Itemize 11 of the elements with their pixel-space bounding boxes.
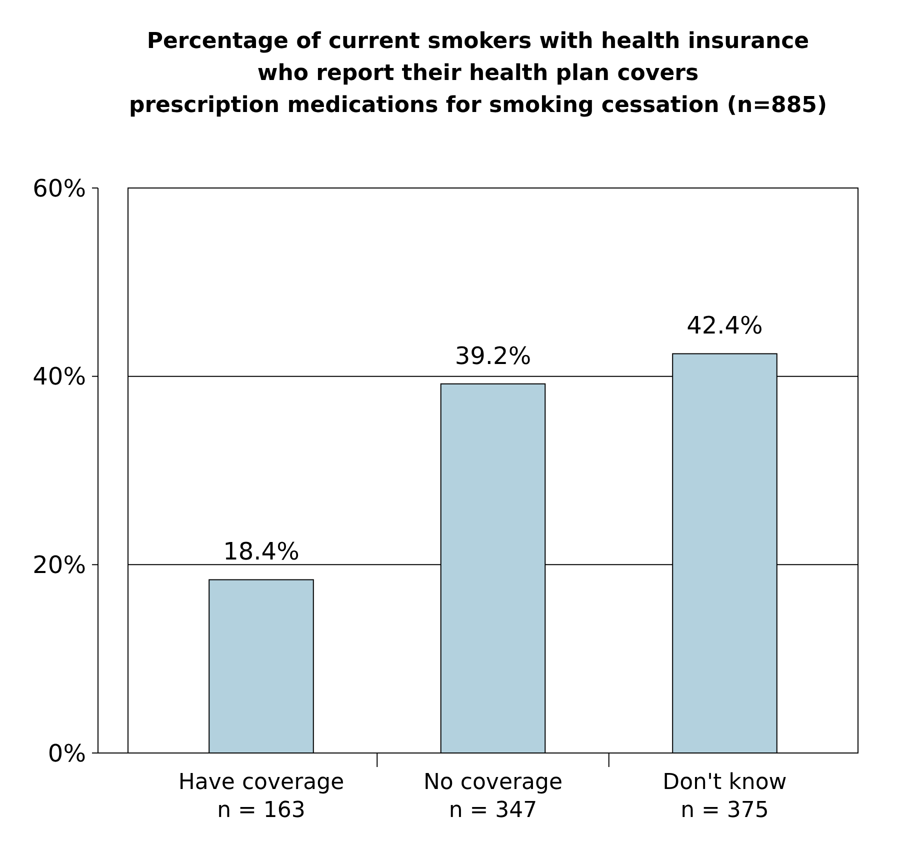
data-label: 39.2% <box>454 342 532 370</box>
y-tick-label: 0% <box>48 739 86 768</box>
data-label: 18.4% <box>223 538 300 566</box>
y-tick-label: 20% <box>32 551 86 580</box>
x-tick-label: No coverage n = 347 <box>423 770 563 823</box>
chart-title: Percentage of current smokers with health insurance who report their health plan covers prescription medications for smoking cessation (n=885) <box>128 29 828 118</box>
x-tick-label: Have coverage n = 163 <box>178 770 344 823</box>
x-tick-label: Don't know n = 375 <box>662 770 787 823</box>
y-tick-label: 40% <box>32 362 86 391</box>
data-label: 42.4% <box>686 312 763 340</box>
y-tick-label: 60% <box>32 174 86 202</box>
